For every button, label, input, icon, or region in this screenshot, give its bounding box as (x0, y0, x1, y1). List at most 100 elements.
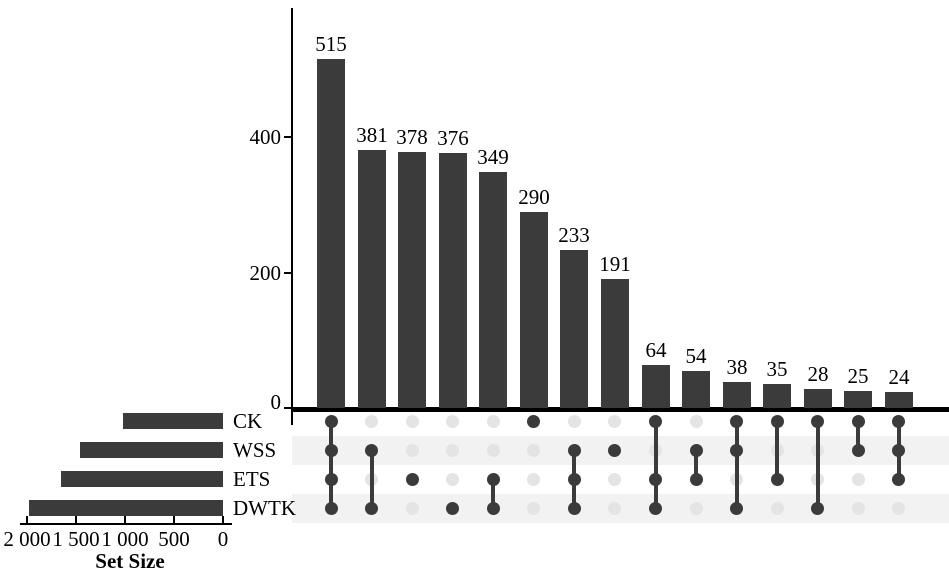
membership-dot-filled (690, 444, 703, 457)
set-size-bar (123, 413, 223, 429)
membership-connector (370, 450, 374, 508)
membership-dot-empty (487, 444, 500, 457)
membership-dot-filled (852, 415, 865, 428)
y-axis-tick (284, 407, 292, 409)
membership-dot-filled (365, 502, 378, 515)
membership-dot-empty (406, 444, 419, 457)
membership-dot-empty (365, 415, 378, 428)
membership-dot-filled (325, 415, 338, 428)
membership-dot-empty (608, 473, 621, 486)
set-size-tick-label: 1 500 (52, 527, 100, 551)
membership-dot-filled (568, 473, 581, 486)
y-axis-tick (284, 136, 292, 138)
membership-dot-filled (325, 502, 338, 515)
membership-dot-filled (568, 502, 581, 515)
intersection-value-label: 515 (315, 32, 347, 56)
membership-dot-filled (730, 502, 743, 515)
membership-dot-filled (892, 444, 905, 457)
intersection-value-label: 28 (807, 362, 829, 386)
set-size-tick (26, 516, 28, 523)
membership-dot-filled (568, 444, 581, 457)
y-axis-tick (284, 272, 292, 274)
membership-dot-filled (487, 473, 500, 486)
intersection-bar (358, 150, 386, 408)
intersection-bar (317, 59, 345, 408)
intersection-bar (723, 382, 751, 408)
membership-dot-empty (690, 415, 703, 428)
set-size-tick-label: 500 (158, 527, 190, 551)
membership-dot-empty (608, 502, 621, 515)
intersection-bar (601, 279, 629, 408)
membership-dot-empty (690, 502, 703, 515)
membership-dot-filled (649, 415, 662, 428)
set-size-tick-label: 1 000 (101, 527, 149, 551)
membership-connector (775, 421, 779, 479)
intersection-value-label: 376 (437, 126, 469, 150)
set-label-ets: ETS (233, 467, 271, 491)
membership-dot-filled (771, 415, 784, 428)
set-size-bar (61, 471, 223, 487)
set-size-tick (222, 516, 224, 523)
y-axis-tick-label: 400 (249, 125, 282, 149)
intersection-value-label: 38 (726, 355, 748, 379)
membership-dot-empty (852, 473, 865, 486)
membership-dot-empty (527, 444, 540, 457)
intersection-value-label: 349 (477, 145, 509, 169)
membership-dot-filled (852, 444, 865, 457)
membership-dot-empty (892, 502, 905, 515)
membership-dot-filled (406, 473, 419, 486)
membership-connector (491, 479, 495, 508)
set-size-tick (173, 516, 175, 523)
membership-dot-empty (568, 415, 581, 428)
set-size-bar (29, 500, 223, 516)
membership-dot-filled (771, 473, 784, 486)
membership-dot-filled (892, 473, 905, 486)
y-axis-tick-label: 200 (249, 261, 282, 285)
membership-dot-filled (365, 444, 378, 457)
set-label-dwtk: DWTK (233, 496, 296, 520)
intersection-bar (520, 212, 548, 408)
membership-dot-filled (649, 502, 662, 515)
set-size-axis-title: Set Size (95, 549, 165, 573)
membership-dot-filled (325, 444, 338, 457)
membership-dot-empty (852, 502, 865, 515)
intersection-bar (560, 250, 588, 408)
set-label-ck: CK (233, 409, 263, 433)
x-baseline (292, 407, 949, 412)
intersection-value-label: 64 (645, 338, 667, 362)
set-size-tick (124, 516, 126, 523)
set-size-tick (75, 516, 77, 523)
intersection-bar (763, 384, 791, 408)
y-axis-line (291, 8, 293, 425)
intersection-value-label: 191 (599, 252, 631, 276)
membership-dot-filled (811, 415, 824, 428)
membership-connector (816, 421, 820, 508)
membership-dot-filled (649, 473, 662, 486)
intersection-value-label: 35 (766, 357, 788, 381)
membership-dot-empty (406, 502, 419, 515)
set-size-tick-label: 0 (217, 527, 229, 551)
membership-dot-filled (811, 502, 824, 515)
membership-connector (654, 421, 658, 508)
membership-dot-filled (608, 444, 621, 457)
set-label-wss: WSS (233, 438, 277, 462)
intersection-bar (398, 152, 426, 408)
intersection-bar (804, 389, 832, 408)
membership-connector (735, 421, 739, 508)
membership-dot-empty (487, 415, 500, 428)
membership-dot-empty (608, 415, 621, 428)
intersection-bar (885, 392, 913, 408)
membership-dot-empty (527, 502, 540, 515)
intersection-bar (844, 391, 872, 408)
membership-dot-filled (446, 502, 459, 515)
intersection-value-label: 381 (356, 123, 388, 147)
membership-dot-empty (446, 444, 459, 457)
intersection-value-label: 54 (685, 344, 707, 368)
membership-dot-filled (527, 415, 540, 428)
intersection-value-label: 290 (518, 185, 550, 209)
y-axis-tick-label: 0 (270, 390, 282, 414)
membership-dot-empty (527, 473, 540, 486)
membership-dot-filled (730, 415, 743, 428)
